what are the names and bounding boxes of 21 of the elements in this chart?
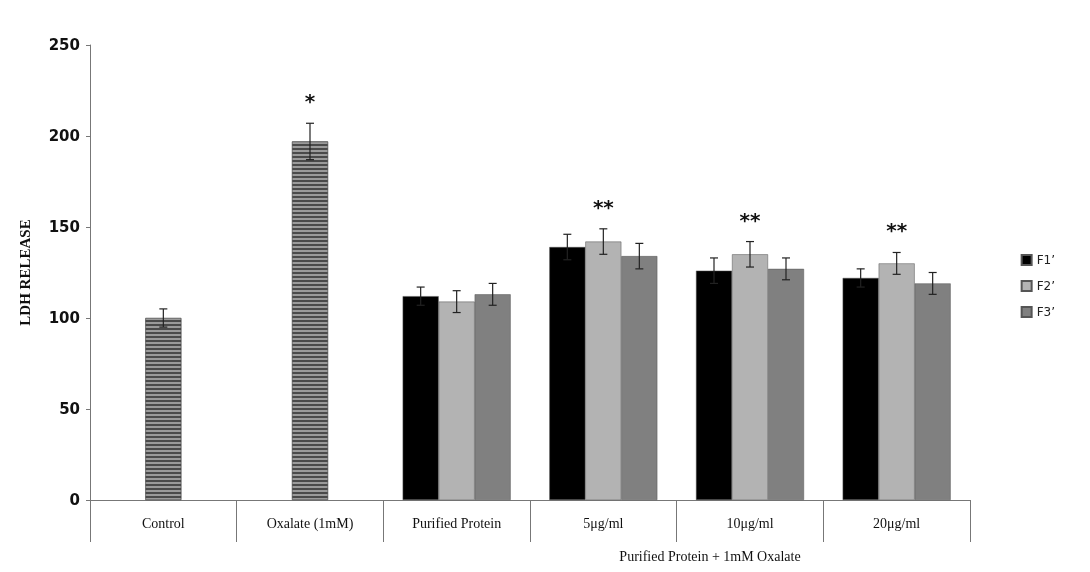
annotation: ** [739, 207, 761, 232]
y-tick-label: 100 [48, 309, 80, 327]
legend-label: F1’ [1036, 253, 1056, 267]
legend-label: F2’ [1036, 279, 1056, 293]
y-tick-label: 0 [69, 491, 80, 509]
y-tick-label: 150 [48, 218, 80, 236]
annotation: ** [592, 194, 615, 219]
x-tick-label: Oxalate (1mM) [266, 515, 354, 532]
legend-label: F3’ [1036, 305, 1056, 319]
x-tick-label: 10μg/ml [726, 515, 774, 531]
y-axis-title: LDH RELEASE [16, 219, 33, 326]
annotation: * [304, 89, 316, 114]
x-tick-label: 20μg/ml [873, 515, 921, 531]
y-tick-label: 250 [48, 36, 80, 54]
x-tick-label: 5μg/ml [583, 515, 624, 531]
annotation: ** [886, 218, 908, 243]
x-tick-label: Purified Protein [412, 515, 502, 531]
x-axis-title: Purified Protein + 1mM Oxalate [619, 548, 801, 564]
x-tick-label: Control [141, 515, 185, 531]
y-tick-label: 200 [48, 127, 80, 145]
y-tick-label: 50 [59, 400, 80, 418]
